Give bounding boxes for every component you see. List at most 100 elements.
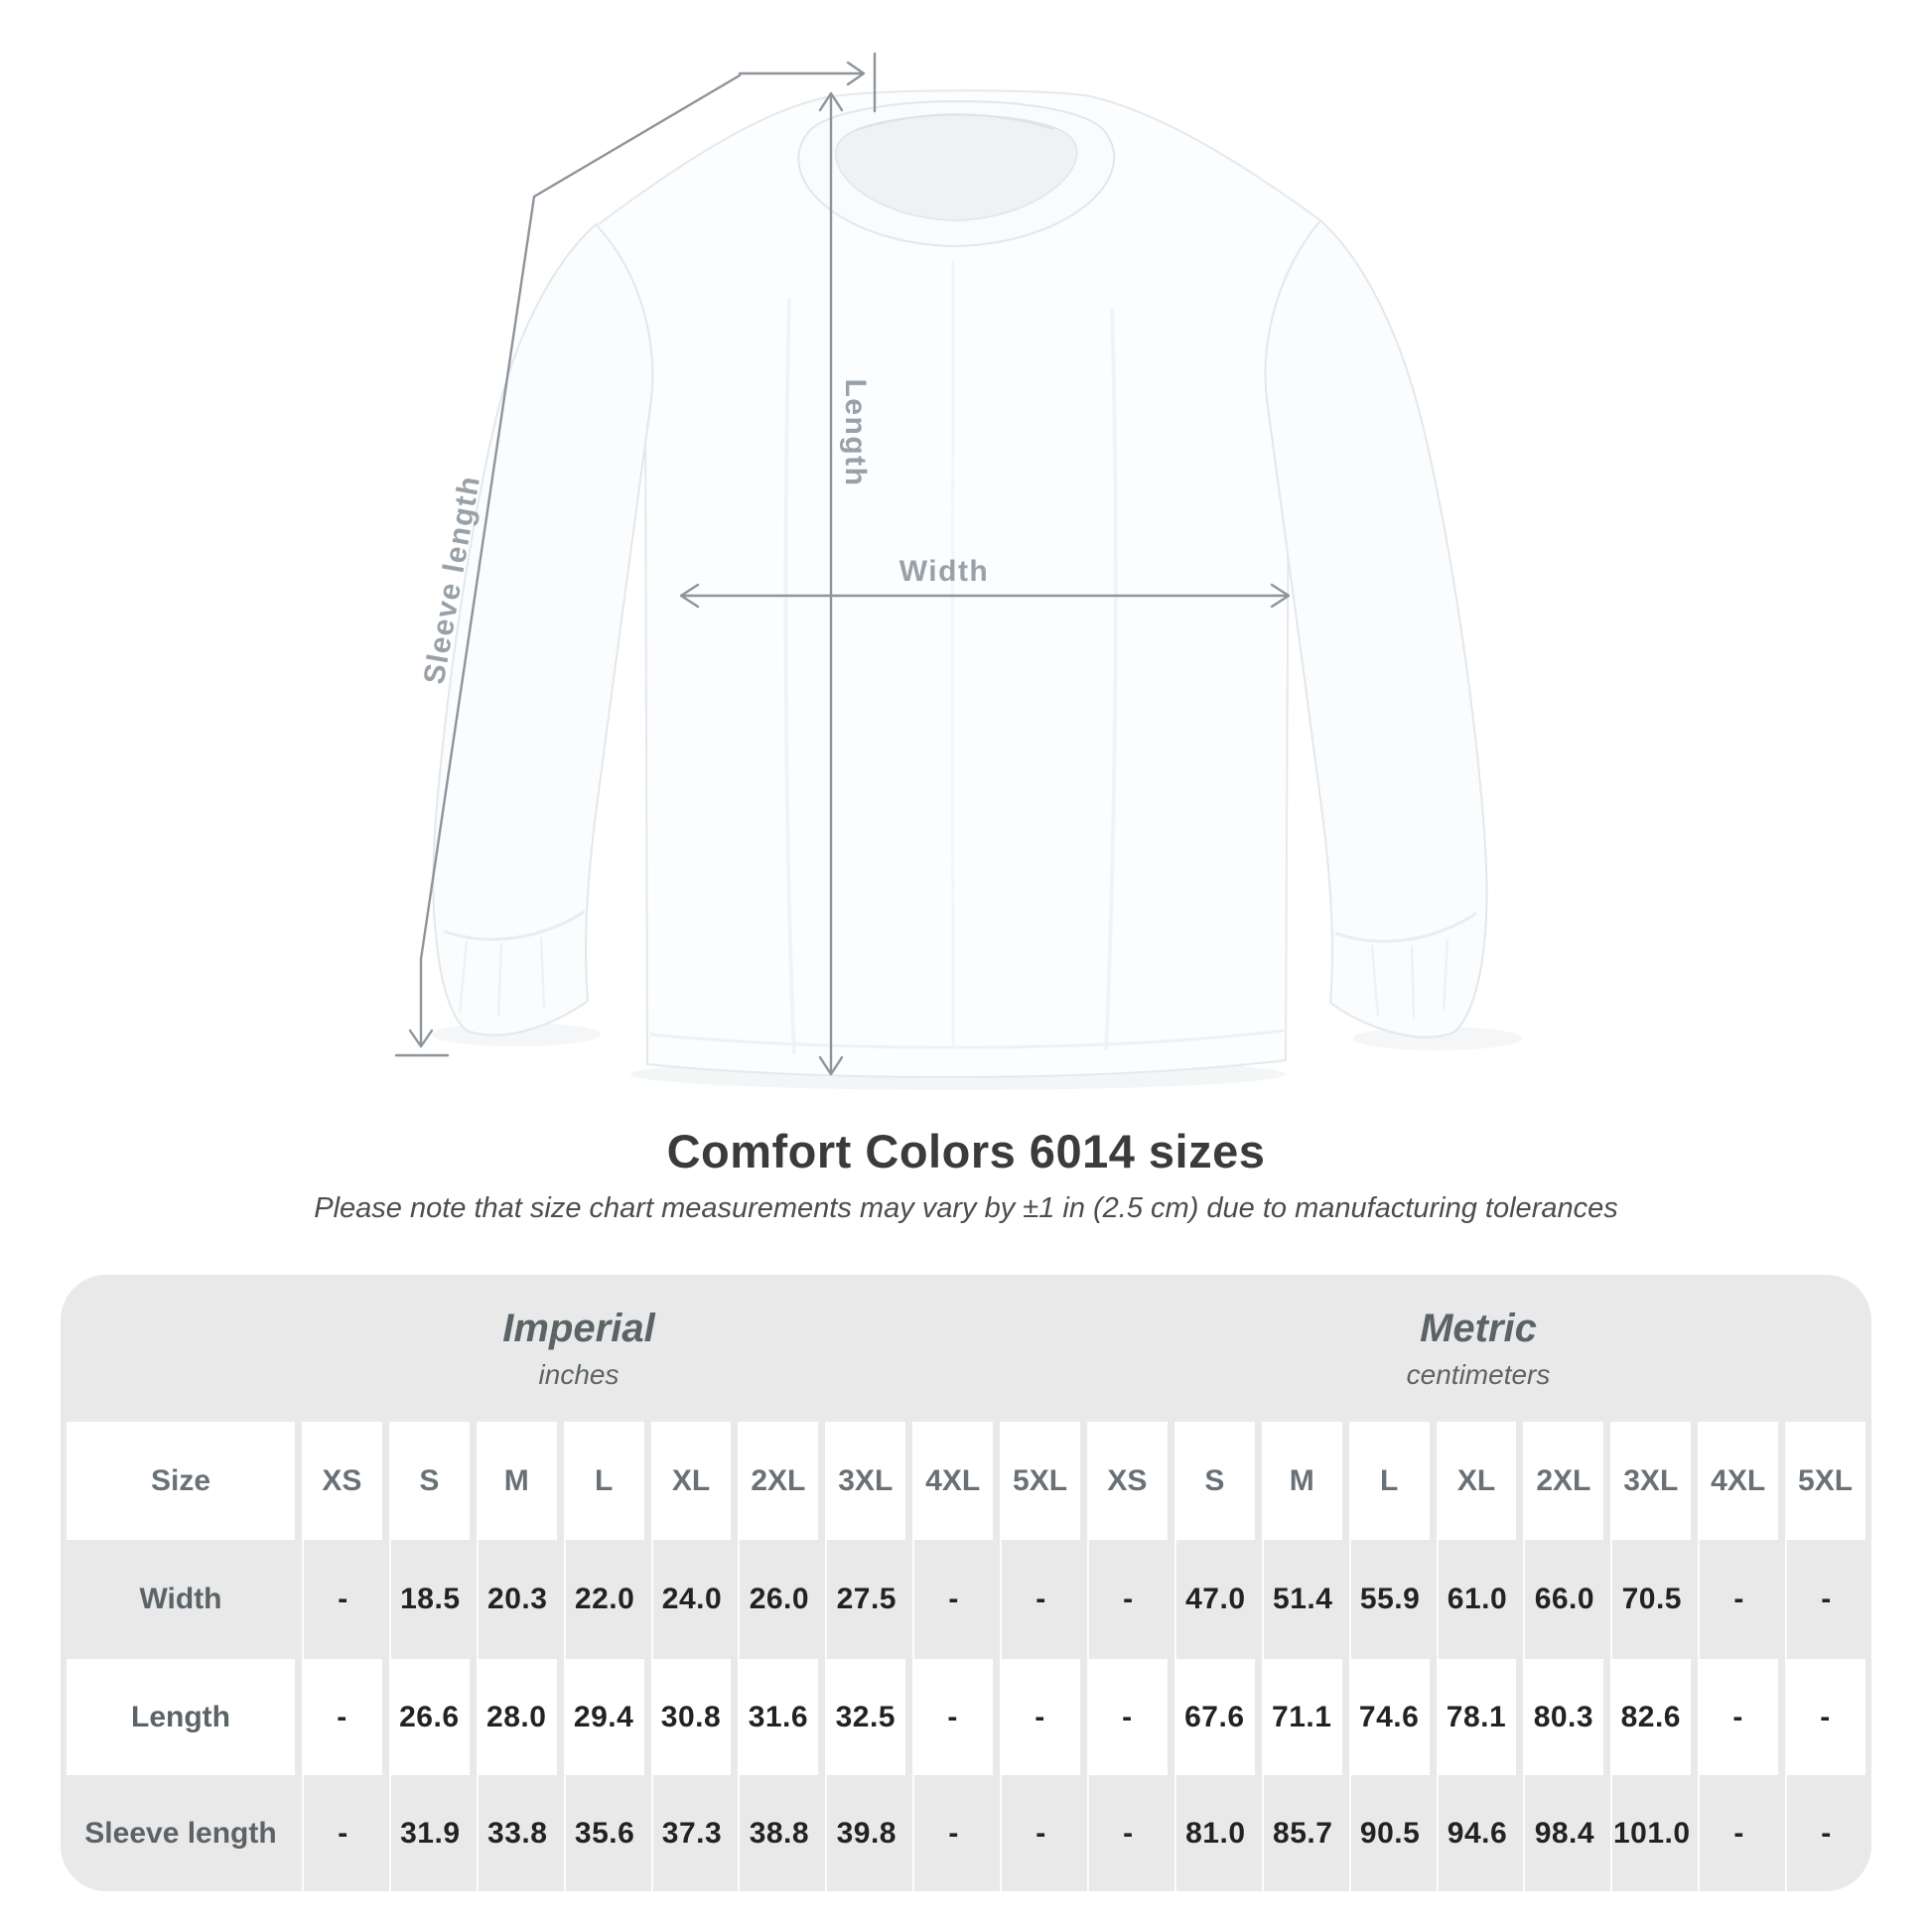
measurement-lines (394, 52, 1291, 1076)
value-metric: - (1086, 1659, 1168, 1775)
value-imperial: - (1000, 1775, 1080, 1891)
value-imperial: 33.8 (476, 1775, 557, 1891)
value-metric: 74.6 (1348, 1659, 1430, 1775)
value-imperial: 20.3 (476, 1540, 557, 1659)
size-col-metric: 4XL (1698, 1422, 1779, 1540)
width-arrow-left (679, 583, 700, 609)
size-table: Imperial inches Metric centimeters Size X… (61, 1275, 1871, 1891)
value-imperial: - (302, 1540, 382, 1659)
sleeve-length-line (419, 73, 742, 1046)
value-imperial: - (912, 1775, 993, 1891)
size-col-imperial: M (476, 1422, 557, 1540)
size-col-metric: XL (1436, 1422, 1517, 1540)
value-imperial: - (912, 1659, 994, 1775)
shirt-body (594, 89, 1322, 1079)
value-imperial: 18.5 (388, 1540, 470, 1659)
value-metric: 80.3 (1523, 1659, 1604, 1775)
value-imperial: 37.3 (650, 1775, 732, 1891)
value-imperial: - (302, 1775, 382, 1891)
size-col-metric: 5XL (1785, 1422, 1865, 1540)
value-metric: 98.4 (1523, 1775, 1603, 1891)
value-metric: 55.9 (1348, 1540, 1430, 1659)
sleeve-arrowhead (408, 1029, 434, 1048)
row-label: Length (67, 1659, 295, 1775)
value-metric: - (1785, 1775, 1865, 1891)
row-label: Width (139, 1583, 222, 1615)
value-metric: - (1086, 1775, 1168, 1891)
value-imperial: - (1000, 1540, 1080, 1659)
value-imperial: - (912, 1540, 993, 1659)
value-imperial: 39.8 (825, 1775, 905, 1891)
size-col-metric: XS (1086, 1422, 1168, 1540)
value-imperial: 26.6 (388, 1659, 470, 1775)
value-metric: 101.0 (1610, 1775, 1691, 1891)
page-subtitle: Please note that size chart measurements… (314, 1192, 1618, 1224)
imperial-group-unit: inches (538, 1358, 620, 1390)
value-metric: - (1698, 1775, 1778, 1891)
value-imperial: 29.4 (563, 1659, 644, 1775)
width-label: Width (898, 555, 990, 588)
shirt-illustration (394, 52, 1522, 1090)
table-row: Size XS S M L XL 2XL 3XL 4XL 5XL XS S M L XL 2XL 3XL 4XL 5… (67, 1422, 1865, 1540)
metric-group-unit: centimeters (1406, 1358, 1551, 1390)
value-imperial: 24.0 (650, 1540, 732, 1659)
value-metric: 70.5 (1610, 1540, 1691, 1659)
size-col-metric: 3XL (1610, 1422, 1692, 1540)
top-arrowhead (846, 61, 866, 86)
value-metric: - (1698, 1540, 1778, 1659)
length-arrow-bottom (818, 1055, 844, 1076)
heading: Comfort Colors 6014 sizes Please note th… (0, 1126, 1932, 1225)
imperial-group: Imperial inches (67, 1307, 1091, 1391)
value-imperial: 30.8 (650, 1659, 732, 1775)
value-metric: 81.0 (1173, 1775, 1255, 1891)
size-col-metric: S (1173, 1422, 1255, 1540)
value-imperial: - (302, 1659, 382, 1775)
value-imperial: 26.0 (738, 1540, 818, 1659)
value-imperial: 31.9 (388, 1775, 470, 1891)
value-metric: - (1086, 1540, 1168, 1659)
table-row: Sleeve length -31.9 33.8 35.6 37.3 38.8 39.8- -… (67, 1775, 1865, 1891)
value-metric: - (1698, 1659, 1779, 1775)
length-arrow-top (818, 91, 844, 112)
size-col-imperial: 5XL (1000, 1422, 1080, 1540)
value-metric: 78.1 (1436, 1659, 1517, 1775)
page-title: Comfort Colors 6014 sizes (666, 1125, 1266, 1177)
size-col-imperial: 2XL (738, 1422, 819, 1540)
value-imperial: 22.0 (563, 1540, 644, 1659)
value-imperial: 31.6 (738, 1659, 819, 1775)
metric-group: Metric centimeters (1091, 1307, 1865, 1391)
imperial-group-title: Imperial (502, 1306, 655, 1350)
size-col-metric: M (1261, 1422, 1342, 1540)
size-col-imperial: XL (650, 1422, 732, 1540)
value-metric: 61.0 (1436, 1540, 1517, 1659)
value-imperial: 38.8 (738, 1775, 818, 1891)
value-imperial: - (1000, 1659, 1080, 1775)
size-col-imperial: 4XL (912, 1422, 994, 1540)
table-row: Width -18.5 20.3 22.0 24.0 26.0 27.5- - -47.0 51.… (67, 1540, 1865, 1659)
size-col-metric: 2XL (1523, 1422, 1604, 1540)
size-header: Size (67, 1422, 295, 1540)
size-col-imperial: XS (302, 1422, 382, 1540)
shirt-right-sleeve (1264, 218, 1488, 1038)
size-col-metric: L (1348, 1422, 1430, 1540)
value-metric: 90.5 (1348, 1775, 1430, 1891)
row-label: Sleeve length (84, 1816, 277, 1850)
value-metric: 85.7 (1261, 1775, 1342, 1891)
value-imperial: 32.5 (825, 1659, 906, 1775)
value-imperial: 35.6 (563, 1775, 644, 1891)
unit-group-row: Imperial inches Metric centimeters (67, 1275, 1865, 1422)
size-table-body: Size XS S M L XL 2XL 3XL 4XL 5XL XS S M L XL 2XL 3XL 4XL 5… (67, 1422, 1865, 1891)
value-metric: 67.6 (1173, 1659, 1255, 1775)
value-metric: 66.0 (1523, 1540, 1603, 1659)
table-row: Length -26.6 28.0 29.4 30.8 31.6 32.5- - -67.6 71… (67, 1659, 1865, 1775)
width-arrow-right (1270, 583, 1291, 609)
value-metric: 71.1 (1261, 1659, 1342, 1775)
value-metric: 94.6 (1436, 1775, 1517, 1891)
value-metric: 82.6 (1610, 1659, 1692, 1775)
value-metric: - (1785, 1659, 1865, 1775)
shirt-left-sleeve (432, 222, 654, 1036)
value-metric: - (1785, 1540, 1865, 1659)
size-col-imperial: L (563, 1422, 644, 1540)
size-col-imperial: 3XL (825, 1422, 906, 1540)
